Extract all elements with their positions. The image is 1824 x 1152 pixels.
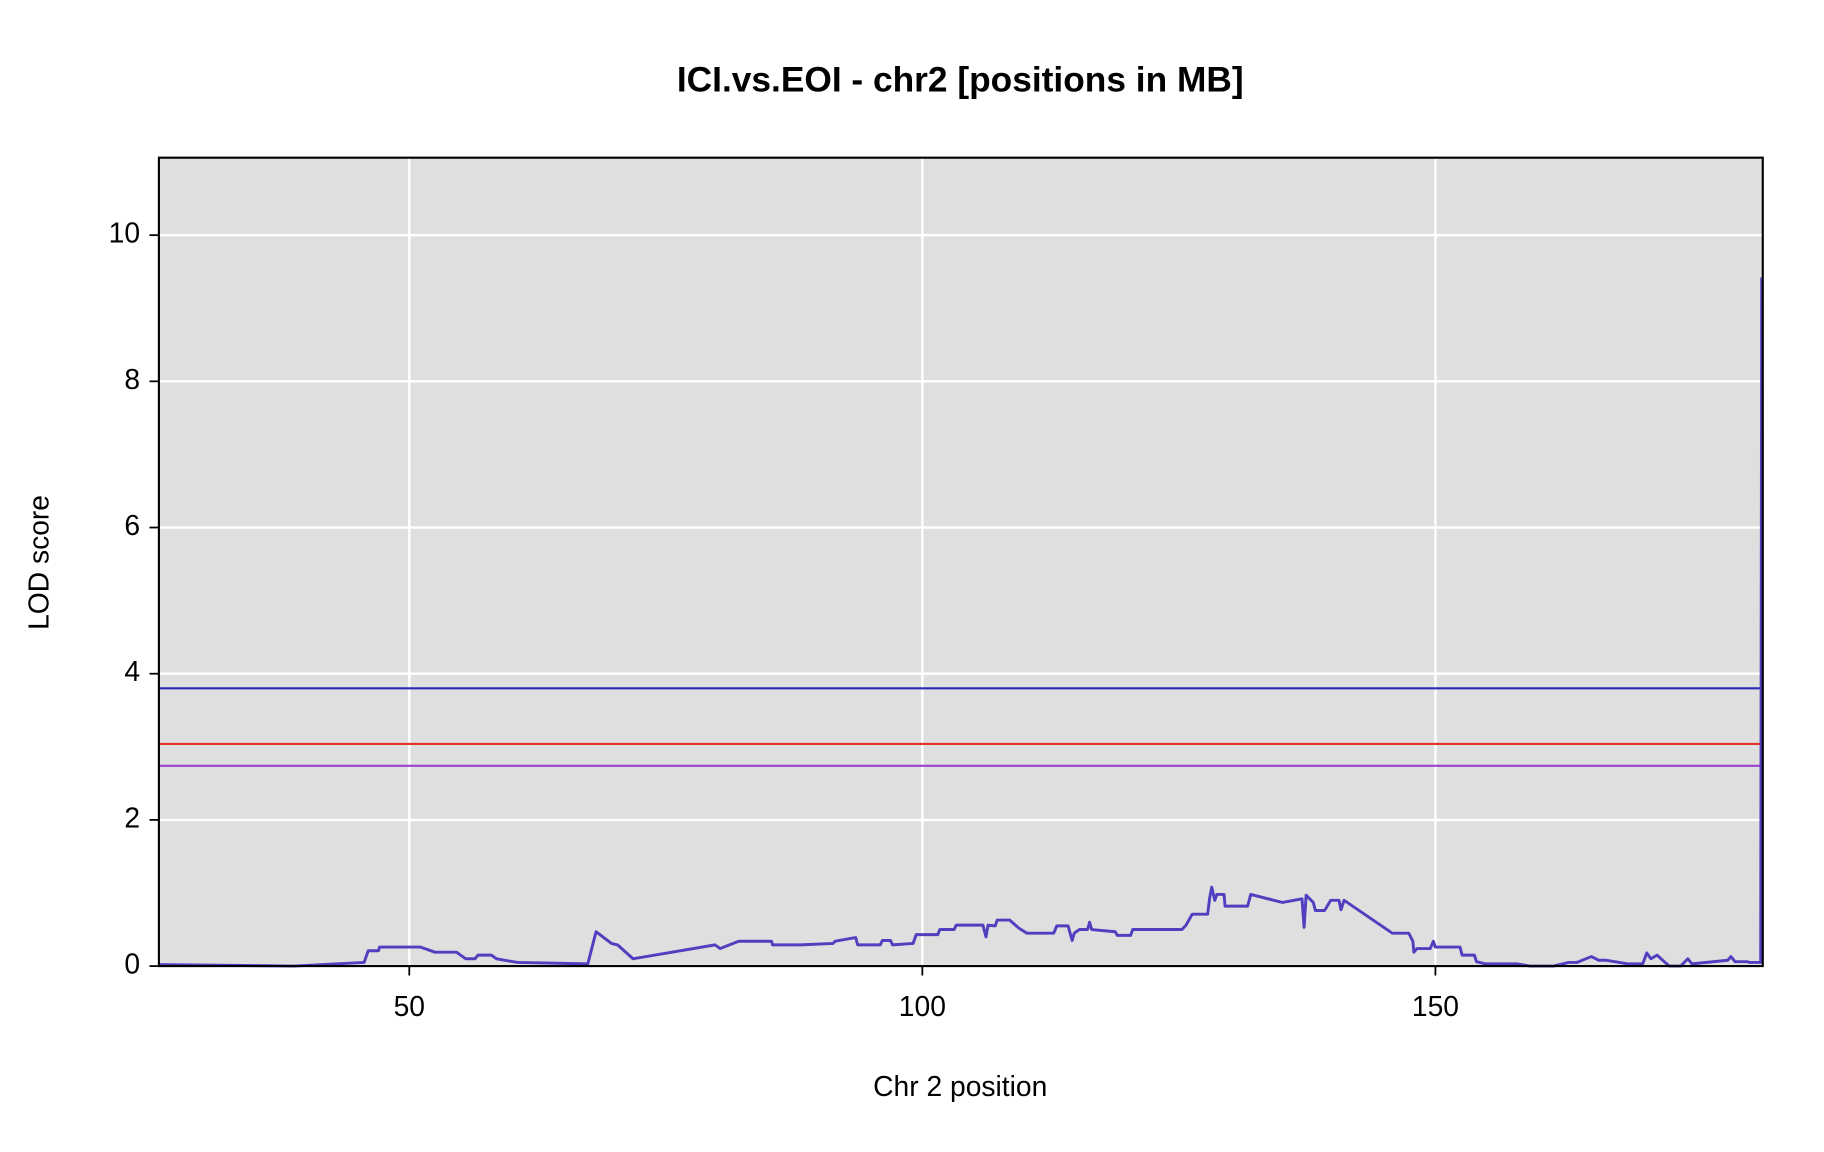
y-tick-label: 4 xyxy=(124,655,140,687)
plot-frame xyxy=(157,156,1764,968)
y-tick-label: 10 xyxy=(109,217,140,249)
y-tick-label: 2 xyxy=(124,801,140,833)
x-axis-label: Chr 2 position xyxy=(873,1070,1047,1102)
y-tick-label: 8 xyxy=(124,363,140,395)
y-tick-label: 6 xyxy=(124,509,140,541)
chart-title: ICI.vs.EOI - chr2 [positions in MB] xyxy=(677,61,1244,100)
x-tick-label: 50 xyxy=(394,990,425,1022)
y-tick-label: 0 xyxy=(124,948,140,980)
x-tick-label: 150 xyxy=(1412,990,1459,1022)
data-line xyxy=(158,277,1764,968)
plot-background xyxy=(158,157,1763,967)
x-tick-label: 100 xyxy=(899,990,946,1022)
y-axis-label: LOD score xyxy=(23,495,55,630)
